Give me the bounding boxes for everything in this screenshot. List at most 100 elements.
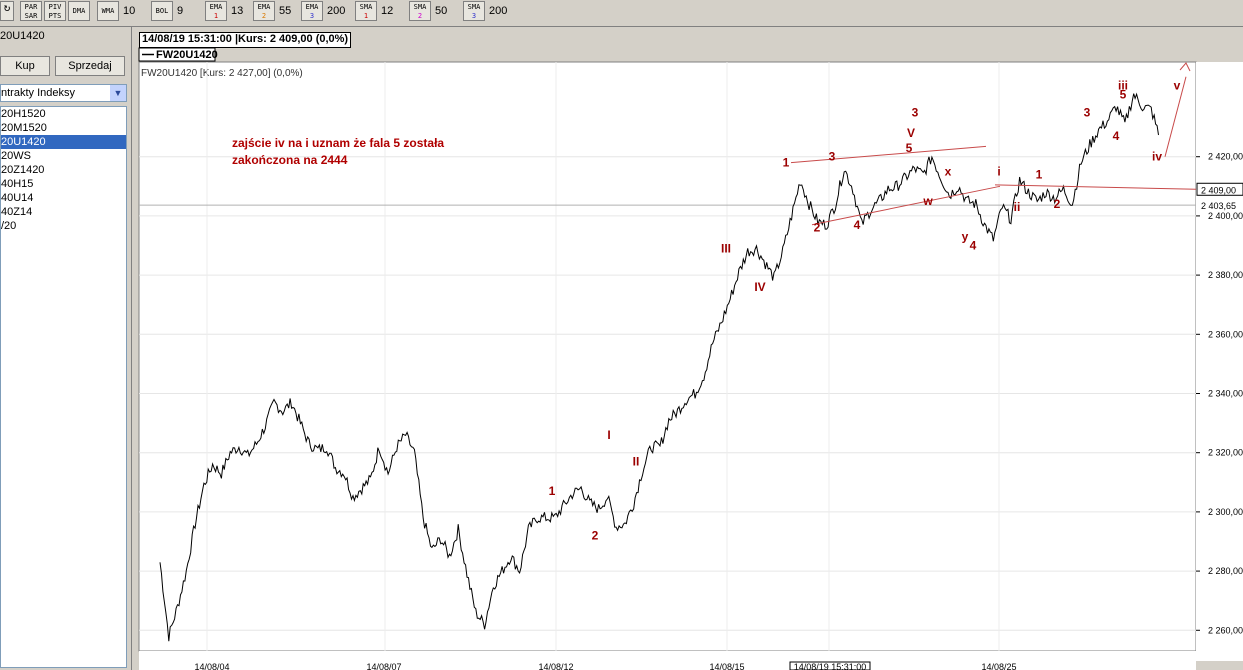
- sma2-button[interactable]: SMA 2: [409, 1, 431, 21]
- annotation-line-1: zajście iv na i uznam że fala 5 została: [232, 136, 444, 150]
- x-axis-area: [139, 651, 1196, 670]
- wave-label: iii: [1118, 79, 1128, 93]
- wave-label: III: [721, 241, 731, 255]
- instrument-list-item[interactable]: 20M1520: [1, 122, 47, 134]
- chart-info-bar: 14/08/19 15:31:00 |Kurs: 2 409,00 (0,0%): [139, 32, 352, 48]
- button-label: SMA: [359, 3, 373, 11]
- instrument-list-item[interactable]: 40U14: [1, 192, 34, 204]
- ema3-button[interactable]: EMA 3: [301, 1, 323, 21]
- button-label: EMA: [209, 3, 223, 11]
- wave-label: i: [997, 165, 1000, 179]
- wave-label: I: [607, 428, 610, 442]
- parsar-button[interactable]: PAR SAR: [20, 1, 42, 21]
- ema1-period-value[interactable]: 13: [231, 5, 244, 17]
- y-tick-label: 2 360,00: [1208, 329, 1243, 339]
- button-label: PAR: [24, 3, 38, 11]
- dma-button[interactable]: DMA: [68, 1, 90, 21]
- buy-button[interactable]: Kup: [0, 56, 50, 76]
- bol-period-value[interactable]: 9: [177, 5, 184, 17]
- wave-label: II: [633, 455, 640, 469]
- button-label: EMA: [257, 3, 271, 11]
- x-tick-label: 14/08/12: [538, 662, 573, 670]
- refresh-icon[interactable]: ↻: [0, 1, 14, 21]
- wave-label: v: [1174, 79, 1181, 93]
- y-tick-label: 2 300,00: [1208, 507, 1243, 517]
- current-price-label: 2 409,00: [1201, 185, 1236, 195]
- wave-label: 2: [814, 221, 821, 235]
- button-label: PIV: [48, 3, 62, 11]
- price-series-line[interactable]: [159, 92, 1159, 642]
- instrument-list-item[interactable]: 20Z1420: [1, 164, 45, 176]
- sma2-period-value[interactable]: 50: [435, 5, 448, 17]
- button-label: EMA: [305, 3, 319, 11]
- sell-button[interactable]: Sprzedaj: [55, 56, 125, 76]
- x-cursor-box: [789, 661, 871, 670]
- button-label: BOL: [155, 7, 169, 15]
- instrument-list-item[interactable]: 20U1420: [1, 135, 126, 149]
- wave-label: 1: [783, 156, 790, 170]
- wave-label: 2: [1054, 197, 1061, 211]
- button-sublabel: 1: [213, 12, 219, 20]
- ema3-period-value[interactable]: 200: [327, 5, 346, 17]
- category-select-value: ntrakty Indeksy: [1, 87, 75, 99]
- legend-label: FW20U1420: [156, 49, 218, 61]
- wave-label: w: [922, 194, 933, 208]
- pivpts-button[interactable]: PIV PTS: [44, 1, 66, 21]
- wave-label: iv: [1152, 150, 1162, 164]
- trend-line: [790, 145, 987, 164]
- wave-label: IV: [754, 280, 765, 294]
- arrow-head: [1179, 62, 1191, 72]
- x-tick-label: 14/08/07: [366, 662, 401, 670]
- instrument-list-item[interactable]: /20: [1, 220, 17, 232]
- trend-line: [1164, 76, 1187, 157]
- wave-label: 3: [1084, 105, 1091, 119]
- instrument-panel: 20U1420 Kup Sprzedaj ntrakty Indeksy ▼ 2…: [0, 27, 132, 670]
- wave-label: 4: [854, 218, 861, 232]
- button-label: WMA: [101, 7, 115, 15]
- crosshair-price-label: 2 403,65: [1201, 201, 1236, 211]
- button-sublabel: 1: [363, 12, 369, 20]
- bol-button[interactable]: BOL: [151, 1, 173, 21]
- wave-label: 4: [1113, 129, 1120, 143]
- y-tick-label: 2 380,00: [1208, 270, 1243, 280]
- y-tick-label: 2 420,00: [1208, 152, 1243, 162]
- y-tick-label: 2 260,00: [1208, 625, 1243, 635]
- wma-button[interactable]: WMA: [97, 1, 119, 21]
- wave-label: 5: [1120, 88, 1127, 102]
- sma3-button[interactable]: SMA 3: [463, 1, 485, 21]
- instrument-title: 20U1420: [0, 30, 45, 42]
- wave-label: 5: [906, 141, 913, 155]
- sma3-period-value[interactable]: 200: [489, 5, 508, 17]
- wave-label: y: [962, 230, 969, 244]
- annotation-line-2: zakończona na 2444: [232, 153, 348, 167]
- wma-period-value[interactable]: 10: [123, 5, 136, 17]
- instrument-list-item[interactable]: 20H1520: [1, 108, 46, 120]
- sma1-period-value[interactable]: 12: [381, 5, 394, 17]
- chevron-down-icon[interactable]: ▼: [110, 85, 126, 101]
- ema2-button[interactable]: EMA 2: [253, 1, 275, 21]
- instrument-list[interactable]: 20H1520 20M1520 20U1420 20WS 20Z1420 40H15 40U…: [0, 106, 127, 668]
- wave-label: 2: [592, 529, 599, 543]
- trend-line: [811, 185, 1001, 226]
- instrument-list-item[interactable]: 20WS: [1, 150, 31, 162]
- ema1-button[interactable]: EMA 1: [205, 1, 227, 21]
- plot-area: [138, 61, 1197, 652]
- wave-label: 1: [549, 484, 556, 498]
- instrument-list-item[interactable]: 40H15: [1, 178, 34, 190]
- sma1-button[interactable]: SMA 1: [355, 1, 377, 21]
- wave-label: x: [945, 165, 952, 179]
- category-select[interactable]: ntrakty Indeksy ▼: [0, 84, 127, 102]
- wave-label: 3: [912, 105, 919, 119]
- ema2-period-value[interactable]: 55: [279, 5, 292, 17]
- x-tick-label: 14/08/25: [981, 662, 1016, 670]
- wave-label: ii: [1014, 200, 1021, 214]
- instrument-list-item[interactable]: 40Z14: [1, 206, 33, 218]
- wave-label: V: [907, 126, 915, 140]
- button-sublabel: 2: [417, 12, 423, 20]
- chart-subtitle: FW20U1420 [Kurs: 2 427,00] (0,0%): [141, 68, 303, 79]
- wave-label: 4: [970, 239, 977, 253]
- wave-label: 1: [1036, 167, 1043, 181]
- button-sublabel: SAR: [24, 12, 38, 20]
- y-axis-area: [1196, 62, 1243, 661]
